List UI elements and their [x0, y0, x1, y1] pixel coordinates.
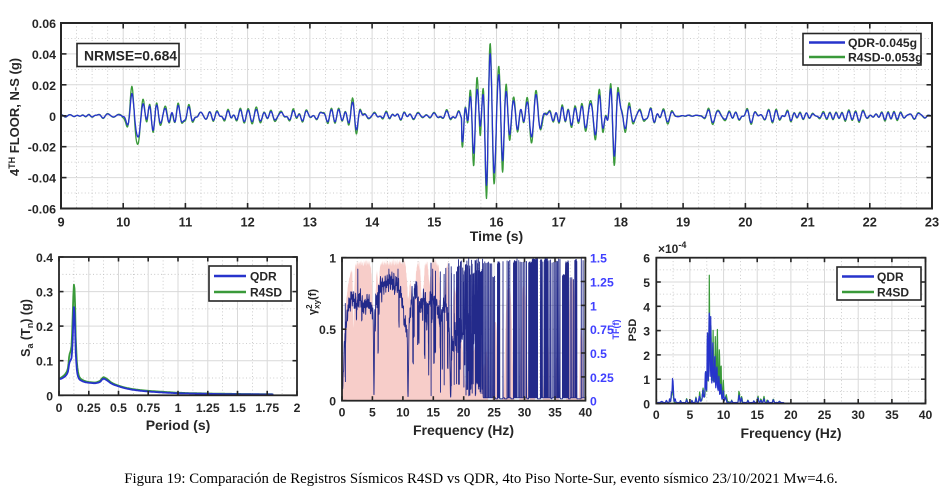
svg-text:10: 10	[717, 408, 731, 422]
svg-text:10: 10	[116, 214, 130, 229]
svg-text:16: 16	[489, 214, 503, 229]
svg-text:0: 0	[653, 408, 660, 422]
svg-text:0.2: 0.2	[36, 320, 53, 334]
svg-text:Frequency (Hz): Frequency (Hz)	[740, 425, 841, 441]
svg-text:Period (s): Period (s)	[146, 417, 211, 433]
svg-text:0: 0	[339, 406, 346, 420]
svg-text:4: 4	[643, 300, 650, 314]
svg-text:1: 1	[590, 299, 597, 313]
svg-text:1.25: 1.25	[196, 401, 220, 415]
svg-text:1.75: 1.75	[255, 401, 279, 415]
svg-text:R4SD: R4SD	[250, 286, 282, 300]
svg-text:0.25: 0.25	[77, 401, 101, 415]
svg-text:6: 6	[643, 252, 650, 266]
svg-text:Figura 19: Comparación de Regi: Figura 19: Comparación de Registros Sísm…	[124, 471, 837, 487]
svg-text:10: 10	[396, 406, 410, 420]
svg-text:17: 17	[552, 214, 566, 229]
svg-text:21: 21	[800, 214, 814, 229]
svg-text:0.4: 0.4	[36, 251, 53, 265]
svg-text:3: 3	[643, 325, 650, 339]
svg-text:4TH FLOOR, N-S (g): 4TH FLOOR, N-S (g)	[7, 58, 22, 176]
svg-text:Frequency (Hz): Frequency (Hz)	[413, 422, 514, 438]
svg-text:0.04: 0.04	[32, 48, 56, 62]
svg-text:1: 1	[643, 373, 650, 387]
svg-text:20: 20	[738, 214, 752, 229]
svg-text:0: 0	[590, 395, 597, 409]
svg-text:-0.02: -0.02	[28, 141, 56, 155]
svg-text:-0.06: -0.06	[28, 203, 56, 217]
svg-text:R4SD: R4SD	[877, 286, 909, 300]
svg-text:QDR: QDR	[250, 270, 277, 284]
svg-text:QDR-0.045g: QDR-0.045g	[848, 36, 917, 50]
svg-text:15: 15	[750, 408, 764, 422]
svg-text:1: 1	[175, 401, 182, 415]
svg-text:γ2xy(f): γ2xy(f)	[305, 289, 322, 315]
svg-text:11: 11	[179, 214, 193, 229]
svg-text:Sa (Tn) (g): Sa (Tn) (g)	[19, 299, 35, 357]
svg-text:0: 0	[56, 401, 63, 415]
svg-text:-0.04: -0.04	[28, 172, 56, 186]
svg-text:15: 15	[426, 406, 440, 420]
svg-text:QDR: QDR	[877, 270, 904, 284]
svg-text:5: 5	[643, 276, 650, 290]
svg-text:0.5: 0.5	[590, 347, 607, 361]
svg-text:PSD: PSD	[627, 319, 639, 342]
svg-text:9: 9	[57, 214, 64, 229]
svg-text:0.3: 0.3	[36, 286, 53, 300]
svg-text:0.02: 0.02	[32, 79, 56, 93]
svg-text:NRMSE=0.684: NRMSE=0.684	[84, 47, 177, 63]
svg-text:1.25: 1.25	[590, 276, 614, 290]
svg-text:2: 2	[643, 349, 650, 363]
svg-text:0.25: 0.25	[590, 371, 614, 385]
svg-text:19: 19	[676, 214, 690, 229]
svg-text:35: 35	[885, 408, 899, 422]
svg-text:20: 20	[457, 406, 471, 420]
svg-text:15: 15	[427, 214, 441, 229]
svg-text:18: 18	[614, 214, 628, 229]
svg-text:1.5: 1.5	[590, 252, 607, 266]
svg-text:0: 0	[329, 395, 336, 409]
svg-text:40: 40	[579, 406, 593, 420]
svg-text:0: 0	[46, 389, 53, 403]
svg-text:0: 0	[49, 110, 56, 124]
svg-text:22: 22	[863, 214, 877, 229]
svg-text:0.75: 0.75	[136, 401, 160, 415]
svg-text:0.5: 0.5	[319, 323, 336, 337]
svg-text:30: 30	[851, 408, 865, 422]
svg-text:14: 14	[365, 214, 380, 229]
svg-text:35: 35	[548, 406, 562, 420]
svg-text:23: 23	[925, 214, 939, 229]
svg-text:20: 20	[784, 408, 798, 422]
svg-text:40: 40	[919, 408, 933, 422]
svg-text:5: 5	[687, 408, 694, 422]
svg-text:30: 30	[518, 406, 532, 420]
svg-text:0.5: 0.5	[110, 401, 127, 415]
svg-text:25: 25	[487, 406, 501, 420]
svg-text:5: 5	[369, 406, 376, 420]
svg-text:25: 25	[818, 408, 832, 422]
svg-text:1.5: 1.5	[229, 401, 246, 415]
svg-text:0: 0	[643, 398, 650, 412]
svg-text:12: 12	[241, 214, 255, 229]
svg-text:13: 13	[303, 214, 317, 229]
svg-text:TF(f): TF(f)	[611, 320, 621, 340]
svg-text:R4SD-0.053g: R4SD-0.053g	[848, 51, 923, 65]
svg-text:Time (s): Time (s)	[470, 228, 523, 244]
svg-text:0.1: 0.1	[36, 355, 53, 369]
svg-text:0.06: 0.06	[32, 17, 56, 31]
svg-text:1: 1	[329, 252, 336, 266]
svg-text:0.75: 0.75	[590, 323, 614, 337]
svg-text:2: 2	[294, 401, 301, 415]
